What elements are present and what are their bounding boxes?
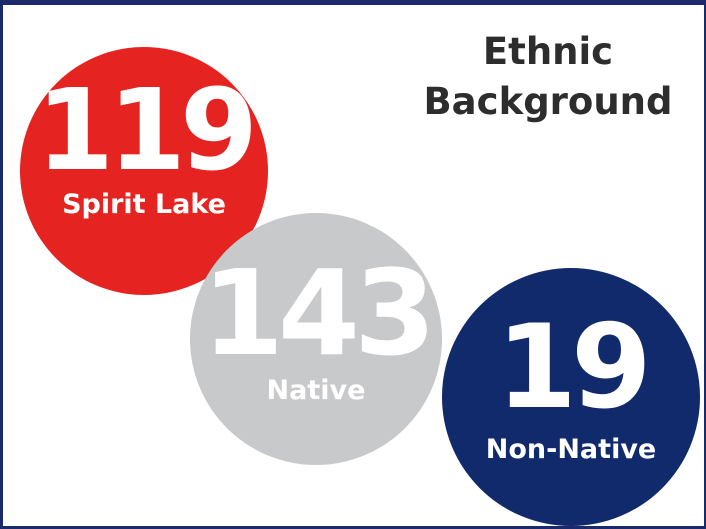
stat-label-non-native: Non-Native [485,434,657,465]
title-line-1: Ethnic [482,30,614,73]
stat-circle-native: 143 Native [190,213,442,465]
stat-circle-spirit-lake: 119 Spirit Lake [20,47,268,295]
stat-circle-non-native: 19 Non-Native [442,268,700,526]
stat-value-non-native: 19 [496,300,651,435]
stat-label-native: Native [266,375,366,406]
title-line-2: Background [423,80,673,123]
stat-label-spirit-lake: Spirit Lake [62,189,226,220]
infographic-title: Ethnic Background [398,27,698,127]
stat-value-native: 143 [201,244,436,382]
stat-value-spirit-lake: 119 [36,66,258,196]
